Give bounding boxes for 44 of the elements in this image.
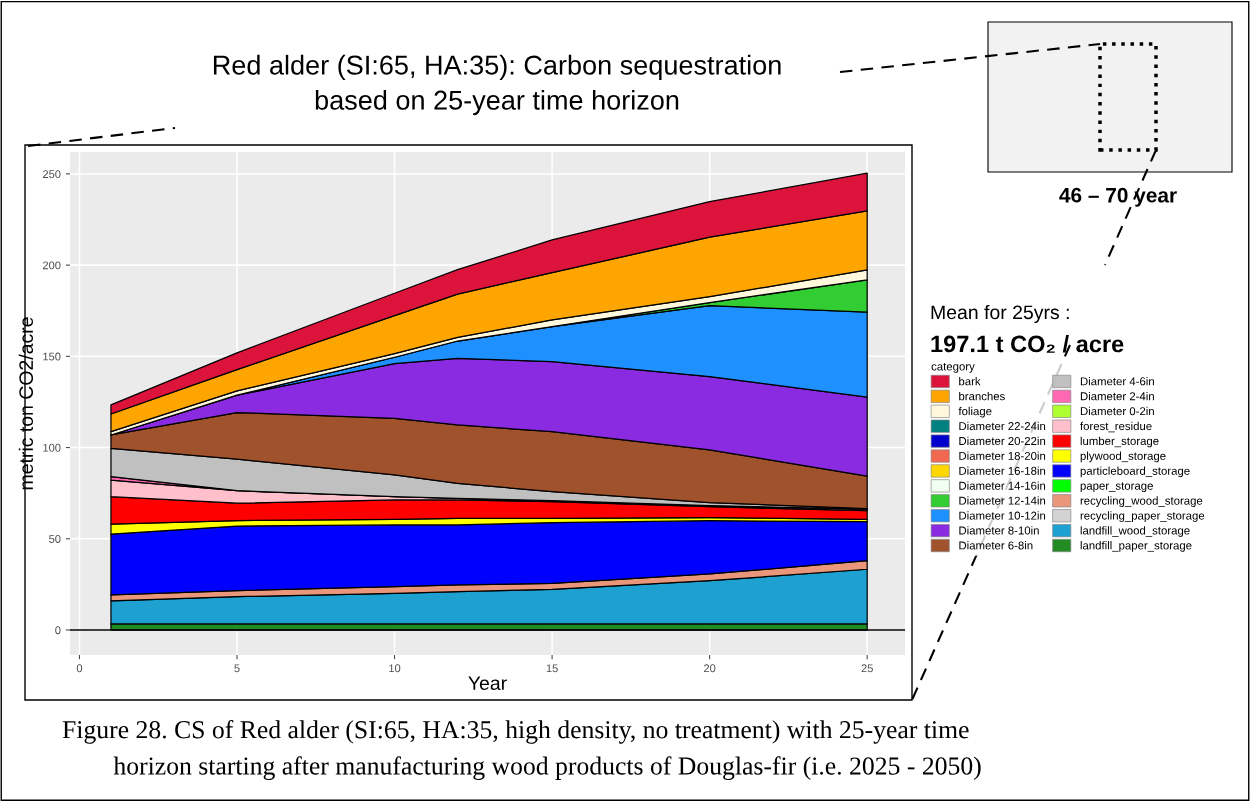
y-tick-label: 100 bbox=[43, 443, 61, 452]
caption: Figure 28. CS of Red alder (SI:65, HA:35, high density, no treatment) with 25-year time horizon starting after manufacturing wood products of Douglas-fir (i.e. 2025 - 2050) bbox=[62, 720, 981, 780]
legend-label: Diameter 12-14in bbox=[959, 496, 1046, 505]
legend-label: Diameter 18-20in bbox=[959, 451, 1046, 460]
y-tick-label: 200 bbox=[42, 261, 61, 270]
legend-label: Diameter 22-24in bbox=[959, 421, 1046, 431]
x-tick-label: 10 bbox=[389, 664, 401, 673]
y-tick-label: 250 bbox=[42, 170, 61, 179]
text: 46 – 70 year bbox=[1059, 187, 1177, 207]
y-tick-label: 150 bbox=[43, 352, 61, 361]
x-tick-label: 25 bbox=[861, 664, 873, 673]
legend-label: recycling_wood_storage bbox=[1080, 496, 1203, 507]
legend-label: Diameter 10-12in bbox=[959, 511, 1046, 520]
legend-label: Diameter 4-6in bbox=[1080, 377, 1154, 386]
x-axis-title: Year bbox=[468, 676, 507, 691]
legend-label: Diameter 8-10in bbox=[959, 526, 1039, 535]
legend-label: plywood_storage bbox=[1080, 451, 1166, 463]
legend-label: particleboard_storage bbox=[1080, 466, 1190, 478]
x-tick-label: 0 bbox=[76, 664, 83, 673]
legend-title: category bbox=[931, 363, 975, 373]
legend-label: forest_residue bbox=[1080, 421, 1152, 433]
y-tick-label: 0 bbox=[55, 626, 61, 635]
legend-label: Diameter 20-22in bbox=[959, 436, 1046, 446]
legend-label: Diameter 2-4in bbox=[1080, 391, 1154, 401]
legend-label: landfill_paper_storage bbox=[1080, 541, 1192, 552]
x-tick-label: 15 bbox=[546, 664, 558, 673]
text: Mean for 25yrs : bbox=[931, 304, 1069, 324]
x-tick-label: 20 bbox=[704, 664, 716, 673]
legend-label: recycling_paper_storage bbox=[1080, 511, 1205, 522]
legend-label: Diameter 6-8in bbox=[959, 541, 1033, 550]
legend-label: foliage bbox=[958, 406, 992, 418]
x-tick-label: 5 bbox=[234, 664, 240, 673]
legend-label: Diameter 16-18in bbox=[959, 466, 1046, 475]
y-tick-label: 50 bbox=[49, 535, 61, 543]
legend-label: Diameter 14-16in bbox=[959, 481, 1046, 490]
y-axis-title: metric ton CO2/acre bbox=[18, 317, 34, 490]
legend-label: Diameter 0-2in bbox=[1080, 406, 1154, 416]
legend-label: landfill_wood_storage bbox=[1080, 526, 1190, 537]
legend-label: bark bbox=[959, 377, 981, 386]
legend-label: lumber_storage bbox=[1080, 436, 1159, 448]
chart-title: Red alder (SI:65, HA:35): Carbon sequestration based on 25-year time horizon bbox=[213, 54, 781, 116]
legend-label: branches bbox=[959, 391, 1005, 401]
legend-label: paper_storage bbox=[1080, 482, 1153, 493]
text: 197.1 t CO₂ / acre bbox=[931, 335, 1124, 353]
